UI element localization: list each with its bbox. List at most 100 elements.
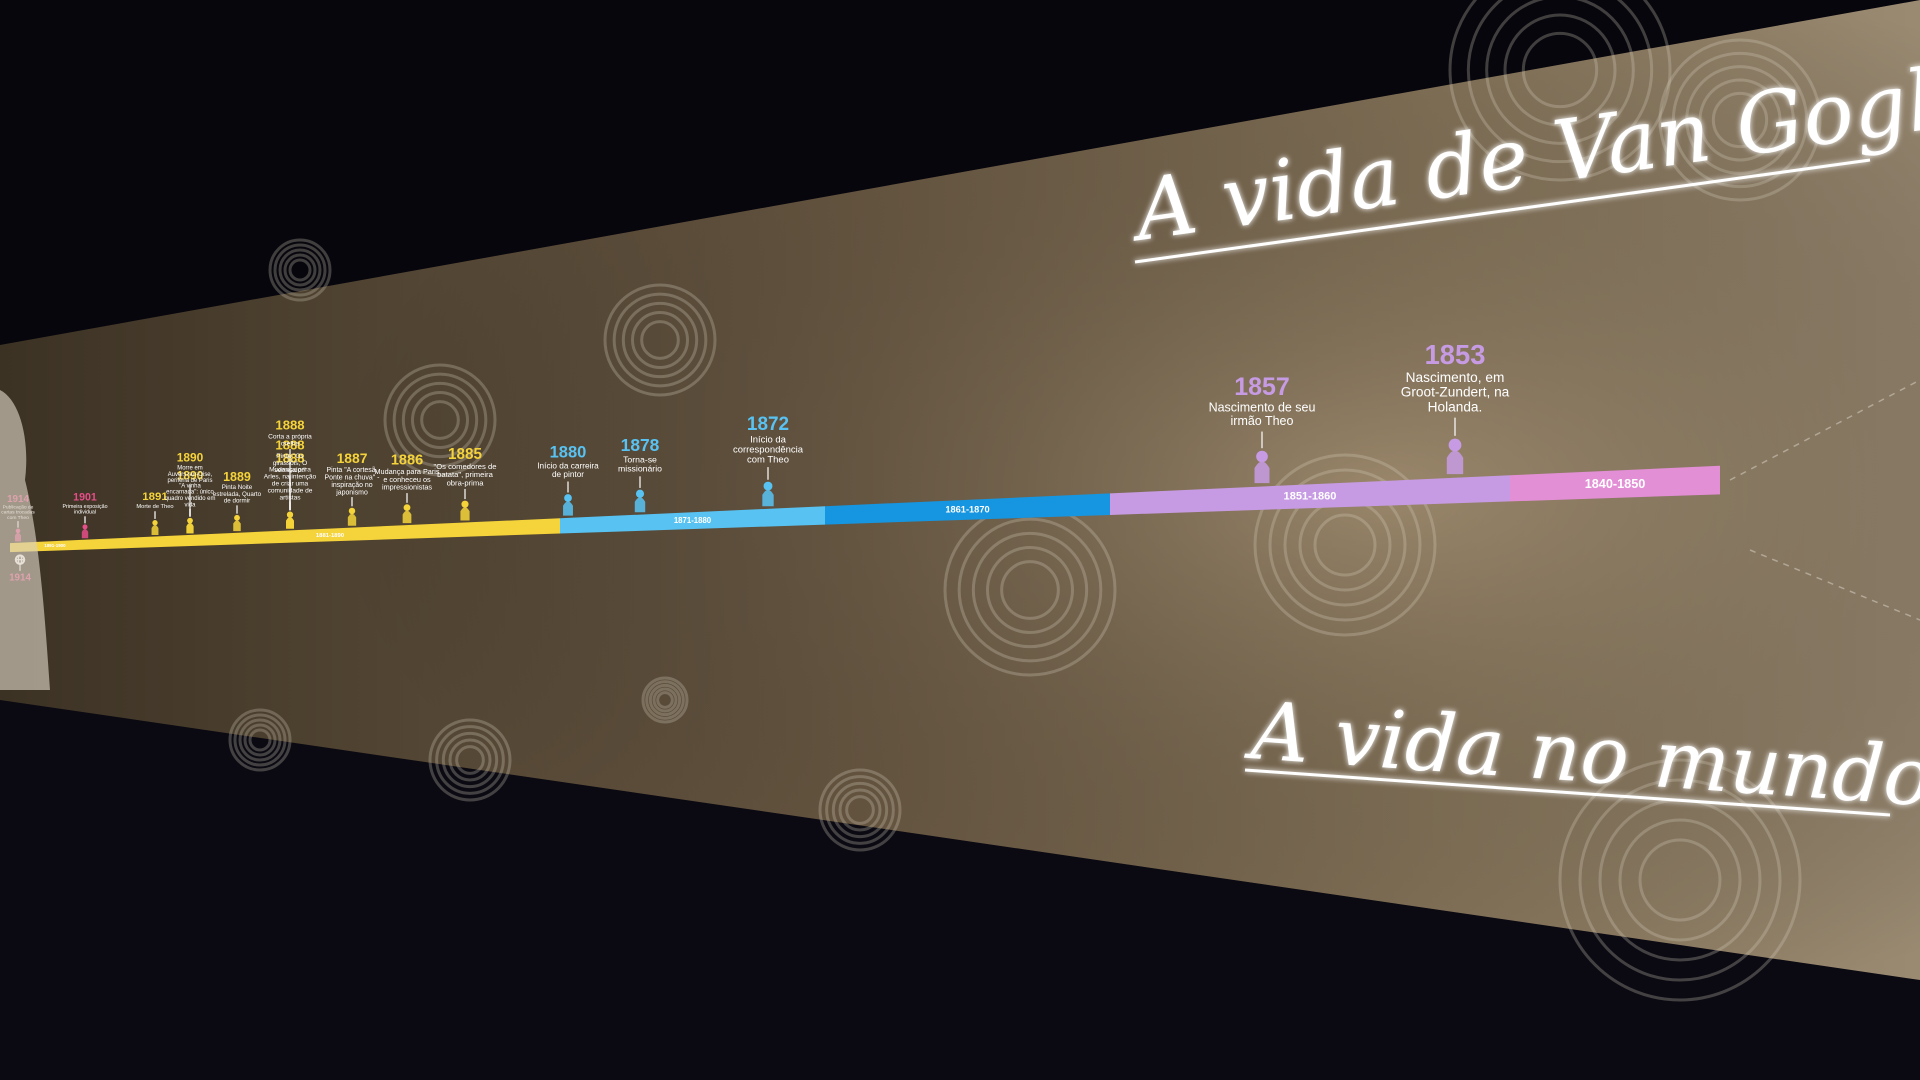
ring xyxy=(640,320,680,360)
figure-head xyxy=(635,489,645,498)
van-gogh-figure-icon xyxy=(286,517,294,529)
ring xyxy=(1558,758,1802,1002)
ring xyxy=(401,381,479,459)
ring xyxy=(631,311,689,369)
band-label: 1891-1900 xyxy=(44,543,66,548)
van-gogh-figure-icon xyxy=(1254,461,1270,484)
decorative-rings xyxy=(228,0,1822,1002)
ring xyxy=(1485,0,1635,145)
ring xyxy=(621,301,699,379)
event-text: Pinta "A cortesã, Ponte na chuva" -inspir… xyxy=(325,467,380,496)
band-fill xyxy=(560,506,825,534)
ring xyxy=(268,238,332,302)
figure-head xyxy=(286,511,294,518)
event-year: 1885 xyxy=(448,446,482,463)
ring xyxy=(845,795,875,825)
title-underline-bottom xyxy=(1244,768,1891,817)
figure-head xyxy=(461,500,469,508)
band-fill xyxy=(825,493,1110,525)
van-gogh-figure-icon xyxy=(563,501,573,516)
wall-glow xyxy=(0,0,1920,980)
ring xyxy=(233,713,287,767)
figure-head xyxy=(152,520,158,526)
event-text: Primeira exposição individual xyxy=(62,504,107,516)
event-text: Morre em Auvers-sur-Oise, periferia de Par… xyxy=(168,465,213,484)
van-gogh-event-1885: 1885"Os comedores de batata", primeira obr… xyxy=(434,446,497,521)
ring xyxy=(818,768,902,852)
ring xyxy=(455,745,485,775)
ring xyxy=(273,243,327,297)
band-label: 1840-1850 xyxy=(1585,477,1646,491)
ring xyxy=(831,781,889,839)
ring xyxy=(1711,91,1769,149)
event-text: Nascimento de seu irmão Theo xyxy=(1209,401,1316,428)
event-text: Início da correspondência com Theo xyxy=(733,434,804,465)
van-gogh-figure-icon xyxy=(762,489,774,507)
event-year: 1886 xyxy=(391,452,423,468)
event-year: 1888 xyxy=(275,418,304,433)
event-text: "Os comedores de batata", primeira obra-pr… xyxy=(434,462,497,487)
band-fill xyxy=(1510,465,1720,502)
band-1881-1890: 1881-1890 xyxy=(100,518,560,550)
ring xyxy=(648,683,682,717)
band-label: 1881-1890 xyxy=(316,533,345,539)
event-year: 1880 xyxy=(550,442,587,461)
event-text: Início da carreira de pintor xyxy=(537,461,599,479)
ring xyxy=(645,680,685,720)
ring xyxy=(1618,818,1742,942)
figure-head xyxy=(82,524,88,530)
ring xyxy=(1000,560,1060,620)
event-year: 1857 xyxy=(1234,373,1290,401)
band-1871-1880: 1871-1880 xyxy=(560,506,825,534)
van-gogh-figure-icon xyxy=(81,529,89,539)
ring xyxy=(1685,65,1795,175)
ring xyxy=(986,546,1074,634)
band-1861-1870: 1861-1870 xyxy=(825,493,1110,525)
ring xyxy=(1448,0,1672,182)
ring xyxy=(1638,838,1722,922)
ring xyxy=(612,292,708,388)
ring xyxy=(441,731,499,789)
band-label: 1861-1870 xyxy=(945,505,989,515)
title-underline-top xyxy=(1134,158,1871,264)
ring xyxy=(825,775,895,845)
van-gogh-events: 1914Publicação decartas trocadascom Theo… xyxy=(1,339,1510,542)
ring xyxy=(652,687,678,713)
event-year: 1891 xyxy=(142,491,168,503)
ring xyxy=(641,676,689,724)
event-text: Mudança para Paris e conheceu os impressio… xyxy=(374,467,439,492)
ring xyxy=(603,283,717,397)
figure-head xyxy=(1256,450,1268,463)
ring xyxy=(1521,31,1599,109)
ring xyxy=(1503,13,1617,127)
ring xyxy=(392,372,488,468)
ring xyxy=(420,400,460,440)
ring xyxy=(971,531,1089,649)
ring xyxy=(1466,0,1654,164)
portrait-silhouette xyxy=(0,390,50,690)
event-text: Nascimento, em Groot-Zundert, na Holanda. xyxy=(1401,370,1510,414)
ring xyxy=(238,718,282,762)
figure-head xyxy=(234,514,240,521)
ring xyxy=(243,723,277,757)
figure-head xyxy=(763,481,773,491)
event-text: Pinta Noite estrelada, Quarto de dormir xyxy=(213,484,262,504)
event-year: 1901 xyxy=(73,492,97,504)
ring xyxy=(1671,51,1809,189)
ring xyxy=(428,718,512,802)
floor xyxy=(0,700,1920,1080)
event-year: 1888 xyxy=(275,437,304,452)
band-fill xyxy=(100,518,560,550)
band-fill xyxy=(1110,475,1510,515)
figure-head xyxy=(348,507,356,515)
figure-head xyxy=(403,504,411,512)
event-year: 1887 xyxy=(337,450,368,466)
ring xyxy=(288,258,312,282)
